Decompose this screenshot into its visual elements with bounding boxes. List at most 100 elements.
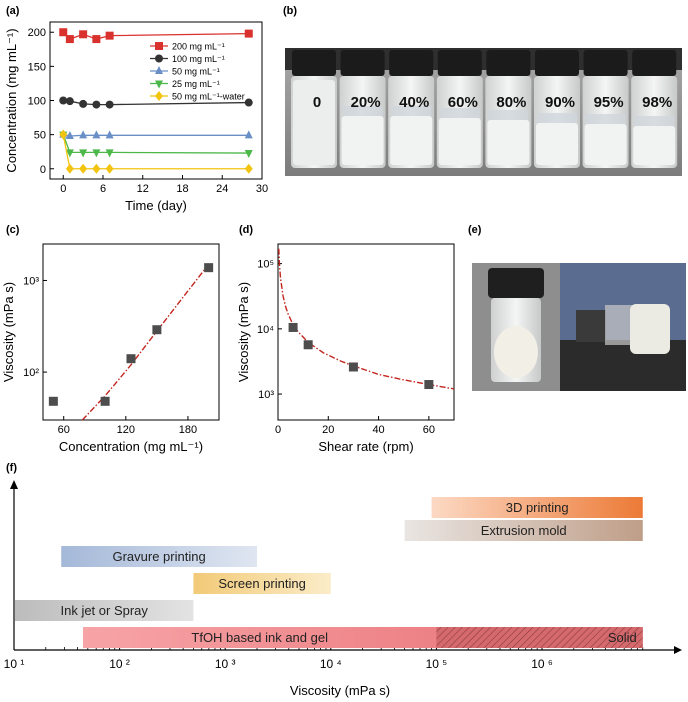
x-tick-label: 10 ³ [215,657,236,671]
data-point [48,396,58,406]
data-point [152,325,162,335]
legend-entry: 200 mg mL⁻¹ [172,42,225,52]
y-axis-label: Concentration (mg mL⁻¹) [4,28,19,172]
x-tick-label: 6 [100,183,106,195]
vial-label: 60% [448,94,478,111]
plot-frame [42,243,220,421]
vial-cap [389,50,434,76]
y-tick-label: 50 [34,130,46,142]
chart-a-stability: 0 6 12 18 24 30 0 50 100 150 200 Time (day) Concentr… [4,21,268,213]
x-tick-label: 60 [423,424,435,436]
vial-label: 20% [351,94,381,111]
vial-cap [488,268,544,298]
data-point [92,163,101,174]
data-point [79,30,88,39]
x-tick-label: 10 ¹ [4,657,25,671]
vial-label: 40% [399,94,429,111]
data-point [59,129,68,140]
x-tick-label: 40 [372,424,384,436]
data-point [105,149,114,158]
y-tick-label: 100 [28,96,46,108]
panel-label-a: (a) [6,5,20,17]
data-point [92,130,101,139]
y-axis-arrow [10,480,18,489]
legend-entry: 50 mg mL⁻¹ [172,67,220,77]
y-tick-label: 10³ [258,389,274,401]
x-axis-label: Viscosity (mPa s) [290,683,390,698]
data-point [92,35,101,44]
vial-cap [292,50,336,76]
data-point [424,380,434,390]
panel-label-b: (b) [283,5,297,17]
vial-dispersion [293,80,335,165]
range-bar-label: Gravure printing [112,549,205,564]
series-line [62,31,249,40]
series-line [62,134,249,154]
x-tick-label: 60 [58,424,70,436]
vial-cap [437,50,482,76]
legend-marker [155,54,163,63]
data-point [79,130,88,139]
data-point [105,163,114,174]
legend-marker [155,66,163,74]
vial-label: 80% [496,94,526,111]
y-tick-label: 10² [23,367,39,379]
y-tick-label: 0 [40,164,46,176]
data-point [65,97,74,106]
series-line [63,133,249,137]
data-point [59,96,68,105]
vial-cap [535,50,579,76]
data-point [288,322,298,332]
plot-frame [277,243,455,421]
x-tick-label: 18 [176,183,188,195]
vial-sediment [341,116,384,165]
data-point [105,31,114,40]
chart-d-viscosity-vs-shear: 0 20 40 60 10³ 10⁴ 10⁵ Shear rate (rpm) Viscosit… [236,243,455,454]
vial-cap [486,50,531,76]
chart-f-viscosity-ranges: 10 ¹ 10 ² 10 ³ 10 ⁴ 10 ⁵ 10 ⁶ Viscosity (mPa s… [4,480,682,698]
data-point [204,263,214,273]
extruder-grid [576,310,606,342]
data-point [92,149,101,158]
data-point [126,354,136,364]
extruded-gel [630,304,670,354]
x-axis-arrow [674,646,682,654]
gel-blob [494,326,538,378]
x-axis-label: Concentration (mg mL⁻¹) [59,439,203,454]
y-tick-label: 10⁴ [257,324,274,336]
range-bar-label: Screen printing [218,576,305,591]
data-point [100,396,110,406]
data-point [79,163,88,174]
vial-sediment [633,126,676,165]
series-line [62,134,249,170]
vial-cap [632,50,677,76]
range-bar [61,546,257,567]
range-bar-label: TfOH based ink and gel [191,630,328,645]
photo-b-vials: 0 20% 40% 60% 80% 90% 95% 98% [285,48,682,176]
legend-marker [155,91,163,101]
legend-marker [155,42,163,50]
vial-sediment [584,124,627,165]
data-point [65,35,74,44]
y-tick-label: 200 [28,27,46,39]
photo-e-gel [472,263,686,391]
y-axis-label: Viscosity (mPa s) [1,282,16,382]
vial-cap [583,50,628,76]
data-point [348,362,358,372]
x-tick-label: 10 ⁴ [320,657,342,671]
chart-c-viscosity-vs-concentration: 60 120 180 10² 10³ Concentration (mg mL⁻¹) Vis… [1,243,220,454]
x-axis-label: Shear rate (rpm) [318,439,413,454]
data-point [79,99,88,108]
x-tick-label: 10 ⁶ [531,657,553,671]
panel-label-e: (e) [468,224,482,236]
x-tick-label: 10 ⁵ [426,657,448,671]
panel-label-c: (c) [6,224,20,236]
fit-curve [81,263,210,421]
x-tick-label: 180 [179,424,197,436]
x-axis-label: Time (day) [125,198,187,213]
range-bar-hatch-label: Solid [608,630,637,645]
range-bar-label: Extrusion mold [481,523,567,538]
x-tick-label: 0 [60,183,66,195]
fit-curve [278,248,455,390]
